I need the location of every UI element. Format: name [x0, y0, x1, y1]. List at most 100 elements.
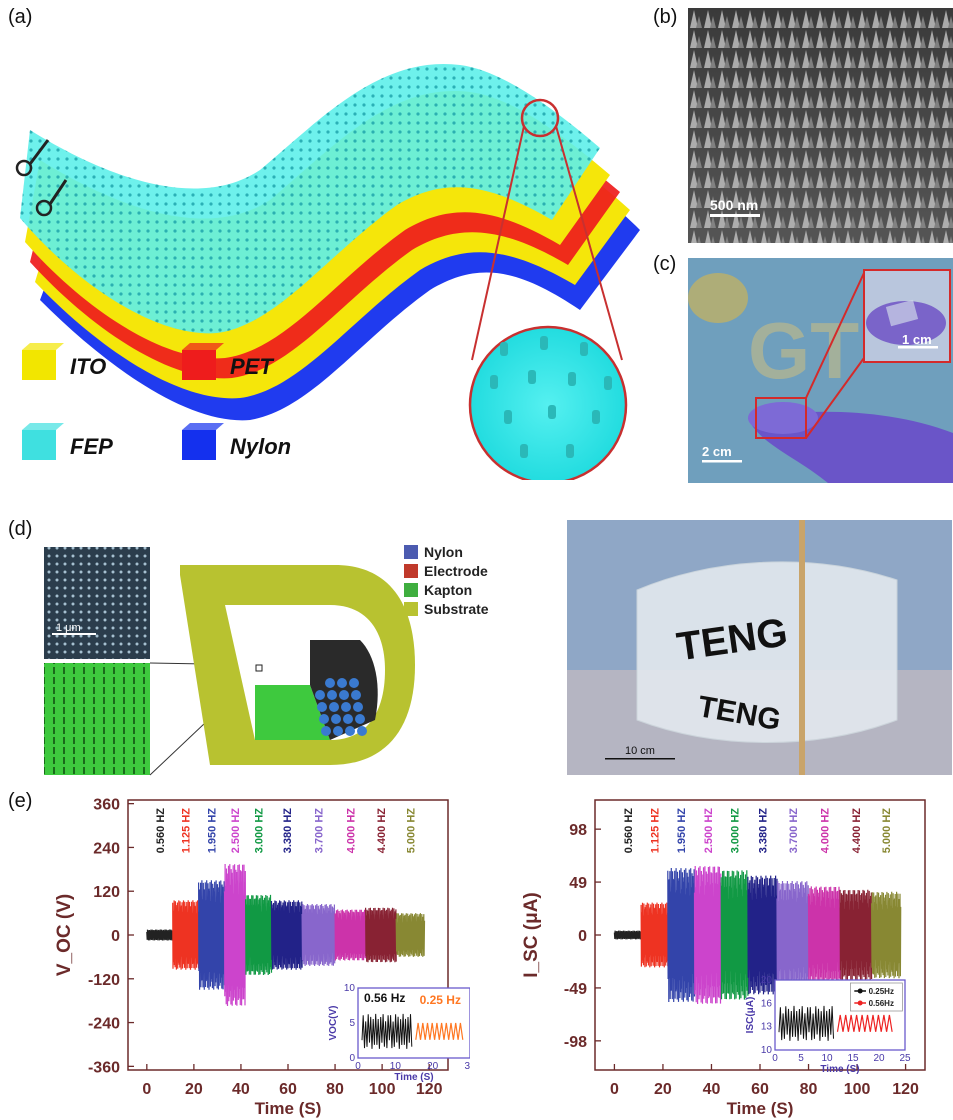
- inset-x-tick: 0: [355, 1061, 361, 1072]
- y-tick-label: 120: [93, 884, 120, 901]
- series-label: 0.560 HZ: [623, 808, 635, 854]
- inset-x-label: Time (S): [394, 1072, 433, 1083]
- series-4-400-hz: 4.400 HZ: [365, 808, 397, 963]
- series-trace: [301, 903, 336, 967]
- inset-x-tick: 20: [873, 1053, 885, 1064]
- inset-legend-label: 0.56Hz: [869, 999, 894, 1008]
- series-label: 2.500 HZ: [703, 808, 715, 854]
- series-label: 1.125 HZ: [649, 808, 661, 854]
- series-2-500-hz: 2.500 HZ: [223, 808, 247, 1007]
- inset-y-tick: 10: [344, 983, 356, 994]
- series-trace: [245, 894, 273, 976]
- series-3-700-hz: 3.700 HZ: [301, 808, 336, 967]
- series-4-000-hz: 4.000 HZ: [334, 808, 367, 961]
- main-scalebar-label: 2 cm: [702, 444, 732, 459]
- legend-label-nylon: Nylon: [230, 434, 291, 459]
- series-label: 4.400 HZ: [376, 808, 388, 854]
- panel-a-illustration: ITO PET FEP Nylon: [15, 63, 640, 480]
- inset-trace-1: [778, 1005, 834, 1041]
- x-axis-label: Time (S): [255, 1099, 322, 1118]
- inset-x-tick: 30: [464, 1061, 470, 1072]
- panel-label-c: (c): [653, 253, 677, 275]
- inset-plot: 01020300510Time (S)VOC(V)0.56 Hz0.25 Hz: [328, 983, 470, 1083]
- x-tick-label: 60: [279, 1081, 297, 1098]
- photo-scalebar-label: 10 cm: [625, 745, 655, 757]
- inset-y-tick: 0: [349, 1053, 355, 1064]
- series-3-380-hz: 3.380 HZ: [270, 808, 303, 970]
- inset-y-tick: 16: [761, 998, 773, 1009]
- series-2-500-hz: 2.500 HZ: [693, 808, 722, 1005]
- inset-x-tick: 20: [427, 1061, 439, 1072]
- panel-d-schematic: 1 μm Nylon Electrode Kapton Substrate: [44, 545, 489, 776]
- series-label: 0.560 HZ: [155, 808, 167, 854]
- inset-x-tick: 10: [821, 1053, 833, 1064]
- series-trace: [395, 913, 426, 957]
- series-trace: [693, 865, 722, 1005]
- inset-y-label: ISC(μA): [745, 997, 756, 1034]
- series-label: 3.700 HZ: [788, 808, 800, 854]
- series-trace: [807, 886, 841, 984]
- legend-d-swatch-nylon: [404, 545, 418, 559]
- x-tick-label: 100: [369, 1081, 396, 1098]
- nanopillars: [490, 336, 612, 458]
- nylon-spheres: [315, 678, 367, 736]
- inset-x-tick: 5: [798, 1053, 804, 1064]
- inset-label-2: 0.25 Hz: [420, 993, 461, 1007]
- y-tick-label: -240: [88, 1016, 120, 1033]
- legend-label-pet: PET: [230, 354, 274, 379]
- inset-y-tick: 10: [761, 1045, 773, 1056]
- series-trace: [223, 863, 247, 1007]
- series-trace: [640, 902, 669, 968]
- legend-swatch-nylon: [182, 430, 216, 460]
- x-tick-label: 0: [610, 1081, 619, 1098]
- x-tick-label: 60: [751, 1081, 769, 1098]
- series-trace: [871, 891, 902, 979]
- x-tick-label: 40: [232, 1081, 250, 1098]
- legend-swatch-pet: [182, 350, 216, 380]
- series-label: 5.000 HZ: [405, 808, 417, 854]
- inset-x-tick: 0: [772, 1053, 778, 1064]
- panel-label-b: (b): [653, 6, 678, 28]
- inset-y-tick: 5: [349, 1018, 355, 1029]
- legend-a: ITO PET FEP Nylon: [22, 343, 291, 460]
- inset-y-label: VOC(V): [328, 1006, 339, 1041]
- y-tick-label: -98: [564, 1034, 587, 1051]
- series-trace: [334, 909, 367, 961]
- series-label: 3.380 HZ: [757, 808, 769, 854]
- series-3-000-hz: 3.000 HZ: [245, 808, 273, 976]
- series-label: 3.700 HZ: [314, 808, 326, 854]
- series-trace: [146, 929, 174, 941]
- series-5-000-hz: 5.000 HZ: [871, 808, 902, 979]
- y-axis-label: V_OC (V): [54, 894, 75, 976]
- series-1-950-hz: 1.950 HZ: [667, 808, 696, 1003]
- d-sem-scalebar: 1 μm: [56, 622, 81, 634]
- panel-label-d: (d): [8, 518, 33, 540]
- y-tick-label: 0: [578, 928, 587, 945]
- inset-label-1: 0.56 Hz: [364, 991, 405, 1005]
- series-label: 2.500 HZ: [230, 808, 242, 854]
- y-tick-label: 98: [569, 822, 587, 839]
- inset-legend-marker: [857, 1000, 863, 1006]
- x-tick-label: 80: [800, 1081, 818, 1098]
- inset-x-tick: 15: [847, 1053, 859, 1064]
- y-tick-label: -360: [88, 1059, 120, 1076]
- series-label: 1.950 HZ: [676, 808, 688, 854]
- series-label: 4.000 HZ: [819, 808, 831, 854]
- series-trace: [365, 907, 397, 963]
- legend-label-ito: ITO: [70, 354, 106, 379]
- photo-teng-device: TENG TENG 10 cm: [567, 520, 952, 775]
- series-trace: [198, 880, 226, 990]
- legend-d-swatch-substrate: [404, 602, 418, 616]
- legend-d: Nylon Electrode Kapton Substrate: [404, 545, 489, 617]
- series-label: 3.000 HZ: [254, 808, 266, 854]
- series-trace: [667, 867, 696, 1003]
- inset-legend-label: 0.25Hz: [869, 987, 894, 996]
- inset-y-tick: 13: [761, 1022, 773, 1033]
- y-tick-label: 0: [111, 928, 120, 945]
- series-label: 3.380 HZ: [282, 808, 294, 854]
- x-tick-label: 40: [703, 1081, 721, 1098]
- inset-x-tick: 25: [899, 1053, 911, 1064]
- series-trace: [839, 889, 873, 981]
